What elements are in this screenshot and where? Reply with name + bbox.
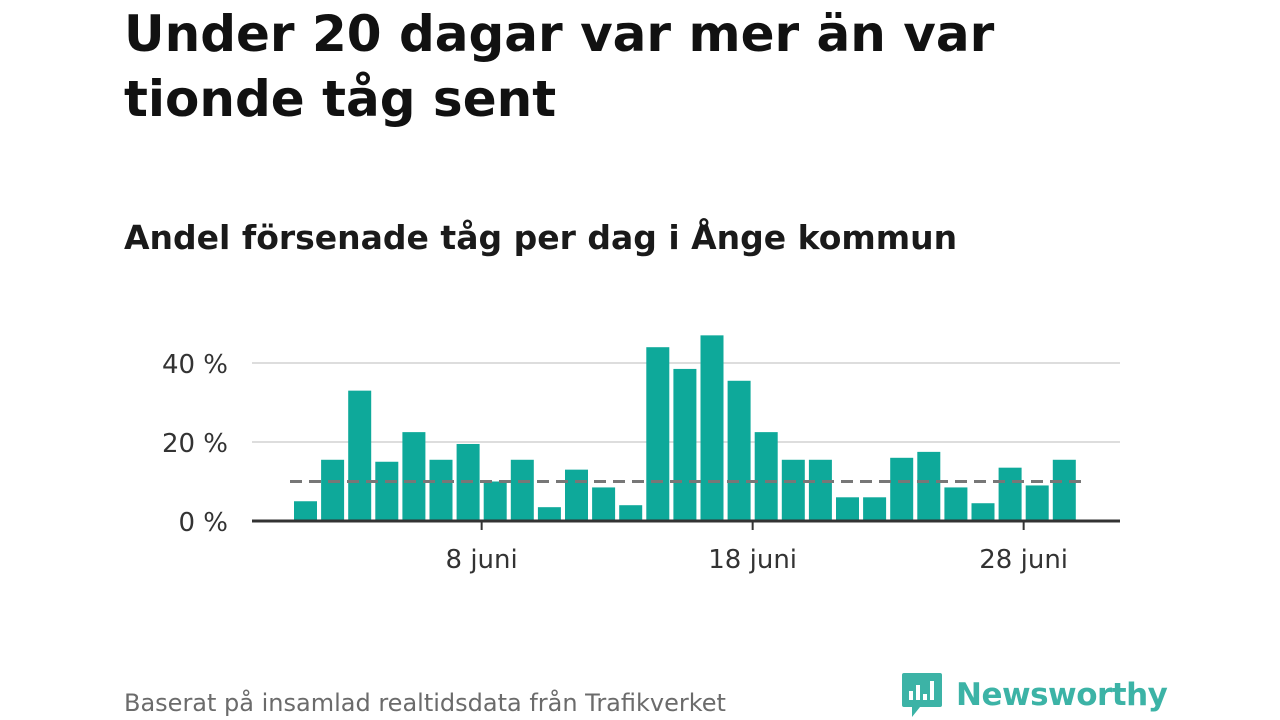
newsworthy-logo: Newsworthy (900, 671, 1168, 719)
bar (375, 461, 399, 521)
bar (429, 459, 453, 521)
bar (646, 347, 670, 521)
bar (781, 459, 805, 521)
bar (1052, 459, 1076, 521)
bar (402, 432, 426, 521)
bar (294, 501, 317, 521)
bar (754, 432, 778, 521)
source-note: Baserat på insamlad realtidsdata från Tr… (124, 689, 726, 717)
y-tick-label: 20 % (162, 429, 228, 459)
bar (727, 380, 751, 521)
bar (321, 459, 345, 521)
bar (619, 505, 643, 521)
x-tick-label: 8 juni (446, 545, 518, 575)
brand-name: Newsworthy (956, 677, 1168, 713)
bar (565, 469, 588, 521)
bar (673, 368, 697, 521)
bar (592, 487, 616, 521)
bar (510, 459, 534, 521)
bar (890, 457, 914, 521)
bar (1025, 485, 1049, 521)
bar (944, 487, 968, 521)
y-tick-label: 40 % (162, 350, 228, 380)
x-axis (252, 519, 1120, 530)
newsworthy-logo-icon (902, 673, 942, 717)
chart-title: Under 20 dagar var mer än var tionde tåg… (124, 5, 995, 128)
bars (294, 335, 1076, 521)
bar (836, 497, 859, 521)
bar (700, 335, 724, 521)
bar (537, 507, 561, 521)
x-tick-label: 28 juni (979, 545, 1068, 575)
bar (863, 497, 887, 521)
bar (348, 390, 372, 521)
bar (808, 459, 832, 521)
x-tick-label: 18 juni (708, 545, 797, 575)
y-tick-label: 0 % (178, 508, 228, 538)
bar-chart: 0 % 20 % 40 % 8 juni 18 juni 28 juni (162, 335, 1120, 575)
bar (483, 481, 507, 521)
y-tick-labels: 0 % 20 % 40 % (162, 350, 228, 538)
bar (917, 451, 941, 521)
chart-subtitle: Andel försenade tåg per dag i Ånge kommu… (124, 218, 958, 257)
x-tick-labels: 8 juni 18 juni 28 juni (446, 545, 1068, 575)
bar (971, 503, 995, 521)
bar (998, 467, 1022, 521)
